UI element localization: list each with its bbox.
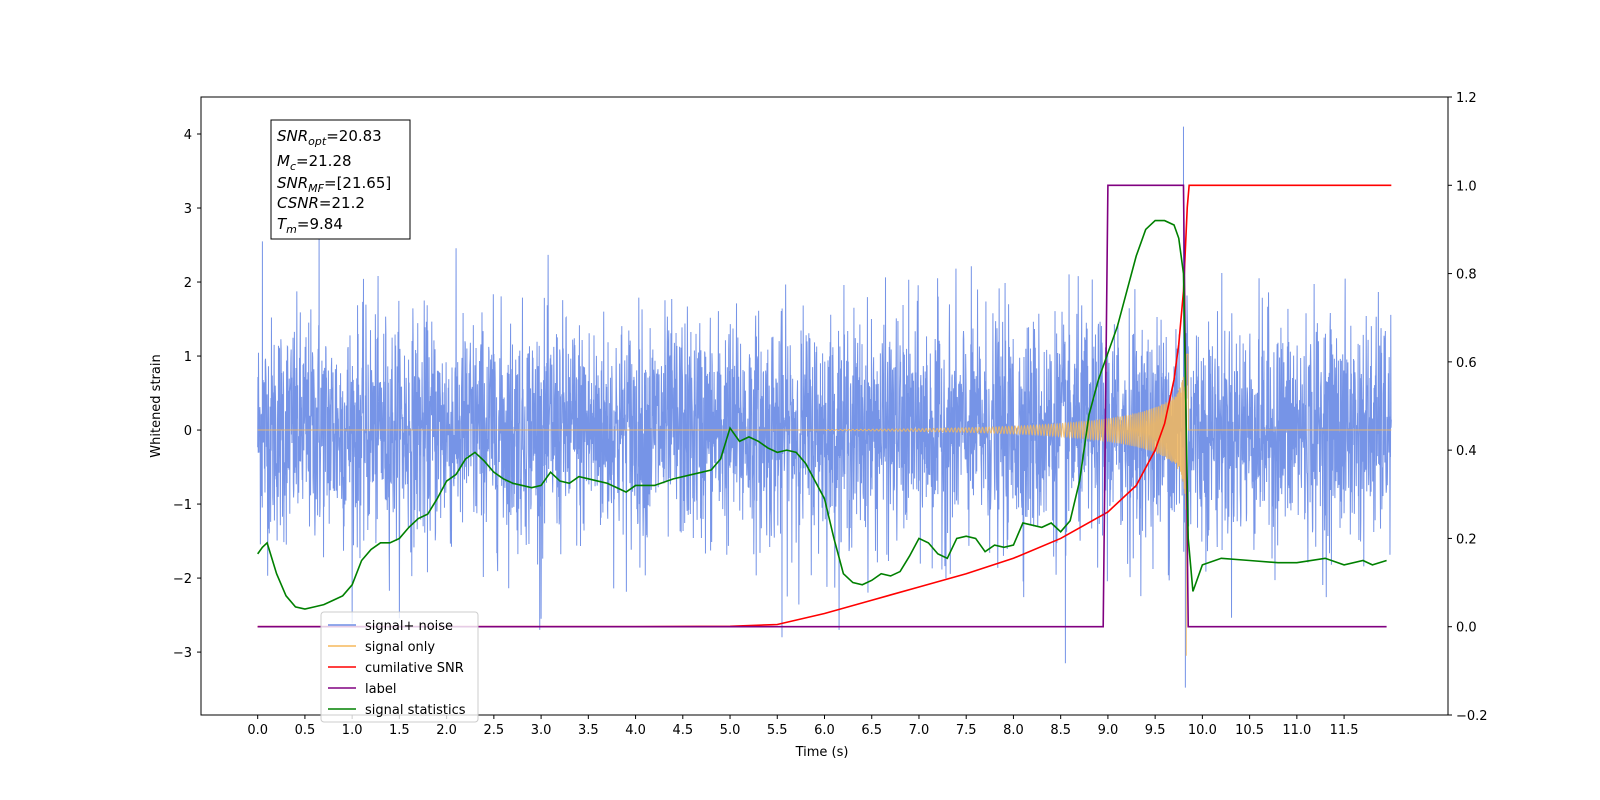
x-tick-label: 4.5 — [672, 723, 693, 738]
y-tick-label-left: 2 — [184, 276, 192, 291]
x-tick-label: 7.0 — [909, 723, 930, 738]
legend-label-label: label — [365, 682, 396, 697]
series-signal-noise — [257, 126, 1392, 688]
y-tick-label-right: 0.2 — [1456, 532, 1477, 547]
y-tick-label-right: 0.0 — [1456, 621, 1477, 636]
y-axis-right: −0.2 0.0 0.2 0.4 0.6 0.8 1.0 1.2 — [1448, 91, 1488, 724]
y-tick-label-left: −3 — [173, 646, 192, 661]
info-tm: Tm=9.84 — [277, 215, 343, 236]
y-tick-label-right: 0.8 — [1456, 268, 1477, 283]
x-tick-label: 1.0 — [342, 723, 363, 738]
x-axis-label: Time (s) — [795, 745, 849, 760]
x-tick-label: 9.0 — [1098, 723, 1119, 738]
legend-frame — [320, 611, 479, 723]
legend-label-cumulative-snr: cumilative SNR — [365, 661, 464, 676]
info-snr-mf: SNRMF=[21.65] — [277, 174, 391, 195]
y-tick-label-right: 1.0 — [1456, 179, 1477, 194]
x-tick-label: 2.0 — [436, 723, 457, 738]
y-tick-label-right: 0.6 — [1456, 356, 1477, 371]
x-tick-label: 5.0 — [720, 723, 741, 738]
info-snr-opt: SNRopt=20.83 — [277, 127, 382, 148]
x-tick-label: 1.5 — [389, 723, 410, 738]
info-csnr: CSNR=21.2 — [277, 194, 365, 212]
x-tick-label: 6.5 — [861, 723, 882, 738]
legend: signal+ noise signal only cumilative SNR… — [320, 611, 479, 723]
x-tick-label: 8.5 — [1050, 723, 1071, 738]
x-tick-label: 7.5 — [956, 723, 977, 738]
y-tick-label-right: 0.4 — [1456, 444, 1477, 459]
y-tick-label-left: 0 — [184, 424, 192, 439]
x-tick-label: 8.0 — [1003, 723, 1024, 738]
y-axis-left: −3 −2 −1 0 1 2 3 4 — [173, 128, 201, 661]
info-box: SNRopt=20.83 Mc=21.28 SNRMF=[21.65] CSNR… — [270, 119, 411, 240]
x-tick-label: 0.5 — [295, 723, 316, 738]
legend-label-signal-only: signal only — [365, 640, 435, 655]
x-axis: 0.0 0.5 1.0 1.5 2.0 2.5 3.0 3.5 4.0 4.5 5.0 5.5 6.0 6… — [247, 715, 1359, 738]
info-mc: Mc=21.28 — [277, 152, 352, 173]
y-tick-label-left: 3 — [184, 202, 192, 217]
x-tick-label: 3.5 — [578, 723, 599, 738]
x-tick-label: 0.0 — [247, 723, 268, 738]
y-tick-label-left: 1 — [184, 350, 192, 365]
x-tick-label: 6.0 — [814, 723, 835, 738]
x-tick-label: 4.0 — [625, 723, 646, 738]
x-tick-label: 9.5 — [1145, 723, 1166, 738]
series-cumulative-snr — [257, 184, 1392, 628]
x-tick-label: 11.0 — [1282, 723, 1311, 738]
series-signal-only — [257, 353, 1392, 656]
y-tick-label-left: −2 — [173, 572, 192, 587]
info-box-frame — [270, 119, 411, 240]
legend-label-signal-noise: signal+ noise — [365, 619, 453, 634]
y-tick-label-left: −1 — [173, 498, 192, 513]
y-tick-label-right: 1.2 — [1456, 91, 1477, 106]
y-tick-label-left: 4 — [184, 128, 192, 143]
y-axis-label: Whitened strain — [149, 354, 164, 457]
series-label — [257, 184, 1387, 628]
x-tick-label: 5.5 — [767, 723, 788, 738]
plot-series — [257, 126, 1392, 688]
legend-label-signal-statistics: signal statistics — [365, 703, 466, 718]
y-tick-label-right: −0.2 — [1456, 709, 1488, 724]
x-tick-label: 10.0 — [1188, 723, 1217, 738]
x-tick-label: 2.5 — [484, 723, 505, 738]
x-tick-label: 3.0 — [531, 723, 552, 738]
x-tick-label: 10.5 — [1235, 723, 1264, 738]
series-signal-statistics — [257, 219, 1387, 610]
x-tick-label: 11.5 — [1330, 723, 1359, 738]
